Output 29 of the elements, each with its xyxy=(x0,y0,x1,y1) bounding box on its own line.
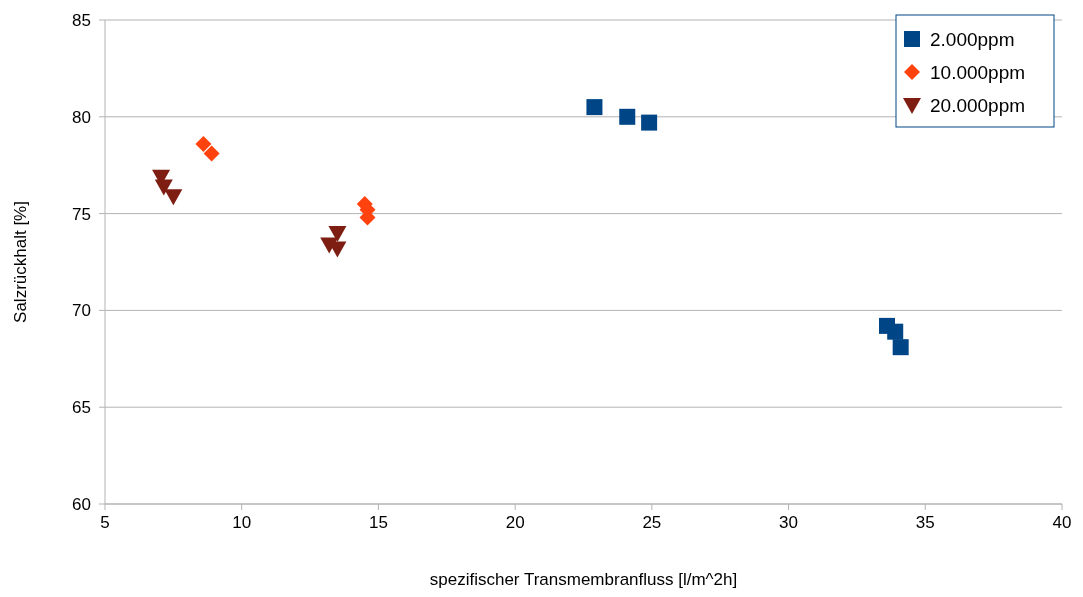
point xyxy=(328,225,347,242)
legend-label: 10.000ppm xyxy=(930,61,1026,83)
y-axis-title: Salzrückhalt [%] xyxy=(11,201,30,323)
legend-label: 2.000ppm xyxy=(930,28,1015,50)
y-tick-label: 80 xyxy=(72,107,91,127)
x-tick-label: 35 xyxy=(915,513,935,532)
point xyxy=(164,189,183,206)
x-tick-label: 40 xyxy=(1052,513,1072,532)
y-tick-label: 85 xyxy=(72,10,91,30)
x-tick-label: 20 xyxy=(505,513,525,532)
point xyxy=(887,323,904,340)
point xyxy=(892,339,909,356)
x-tick-label: 15 xyxy=(368,513,388,532)
y-tick-label: 65 xyxy=(72,398,91,418)
x-axis-title: spezifischer Transmembranfluss [l/m^2h] xyxy=(429,570,738,589)
legend-label: 20.000ppm xyxy=(930,94,1026,116)
point xyxy=(586,99,603,116)
point xyxy=(195,135,212,152)
x-tick-label: 30 xyxy=(779,513,799,532)
point xyxy=(641,114,658,131)
x-tick-label: 25 xyxy=(642,513,662,532)
y-tick-label: 60 xyxy=(72,494,91,514)
point xyxy=(154,179,173,196)
x-tick-label: 5 xyxy=(100,513,110,532)
point xyxy=(203,145,220,162)
y-tick-label: 75 xyxy=(72,204,91,224)
point xyxy=(619,108,636,125)
y-tick-label: 70 xyxy=(72,301,91,321)
x-tick-label: 10 xyxy=(232,513,252,532)
